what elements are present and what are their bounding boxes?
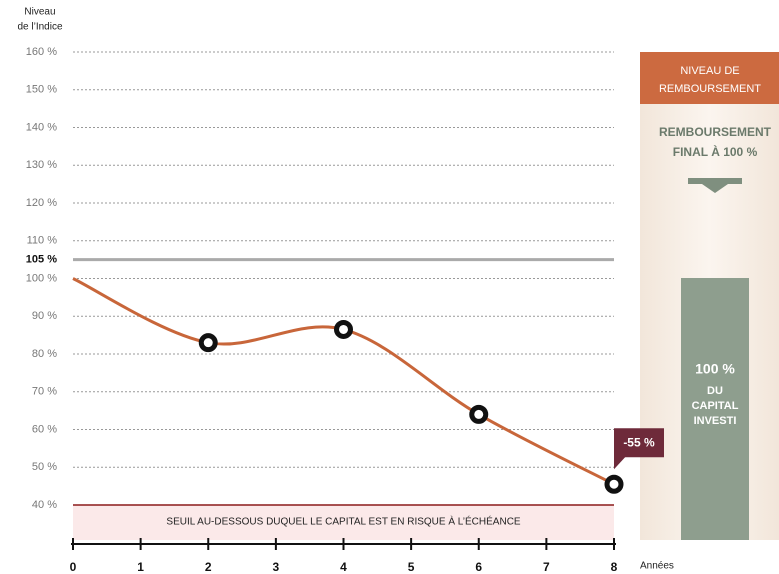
point-marker (469, 404, 489, 424)
x-tick-label: 8 (611, 560, 618, 574)
x-tick-label: 7 (543, 560, 550, 574)
risk-band (73, 505, 614, 540)
panel-header (640, 52, 779, 104)
panel-text: REMBOURSEMENT (659, 125, 772, 139)
panel-header-text: REMBOURSEMENT (659, 83, 761, 95)
annotation-pointer (614, 456, 626, 470)
threshold-label: SEUIL AU-DESSOUS DUQUEL LE CAPITAL EST E… (166, 515, 521, 528)
y-tick-label: 110 % (27, 235, 58, 247)
x-tick-label: 3 (273, 560, 280, 574)
capital-bar (681, 278, 749, 540)
x-tick-label: 1 (137, 560, 144, 574)
series-line (72, 277, 615, 486)
bar-text: DU (707, 385, 723, 397)
point-marker (334, 319, 353, 339)
bar-text: 100 % (695, 361, 735, 377)
panel-header-text: NIVEAU DE (680, 65, 739, 77)
y-axis-label: Niveau (24, 7, 55, 18)
y-tick-label: 40 % (32, 499, 57, 511)
x-tick-label: 2 (205, 560, 212, 574)
x-tick-label: 0 (70, 560, 77, 574)
y-tick-label: 160 % (26, 46, 57, 58)
y-tick-label: 100 % (26, 272, 57, 284)
reference-label: 105 % (26, 254, 57, 266)
y-tick-label: 150 % (26, 84, 57, 96)
x-tick-label: 6 (475, 560, 482, 574)
point-marker (604, 474, 624, 494)
x-tick-label: 5 (408, 560, 415, 574)
point-marker (198, 333, 218, 353)
y-axis-label: de l’Indice (17, 22, 62, 33)
y-tick-label: 60 % (32, 423, 57, 435)
y-tick-label: 80 % (32, 348, 57, 360)
y-tick-label: 130 % (26, 159, 57, 171)
annotation-box (614, 428, 664, 458)
y-tick-label: 140 % (26, 121, 57, 133)
bar-text: INVESTI (694, 415, 737, 427)
panel-text: FINAL À 100 % (673, 144, 758, 159)
x-tick-label: 4 (340, 560, 347, 574)
x-axis-label: Années (640, 561, 674, 572)
y-tick-label: 50 % (32, 461, 57, 473)
bar-text: CAPITAL (692, 400, 739, 412)
arrow (688, 178, 742, 193)
y-tick-label: 90 % (32, 310, 57, 322)
annotation: -55 % (623, 435, 655, 449)
y-tick-label: 120 % (26, 197, 57, 209)
y-tick-label: 70 % (32, 386, 57, 398)
